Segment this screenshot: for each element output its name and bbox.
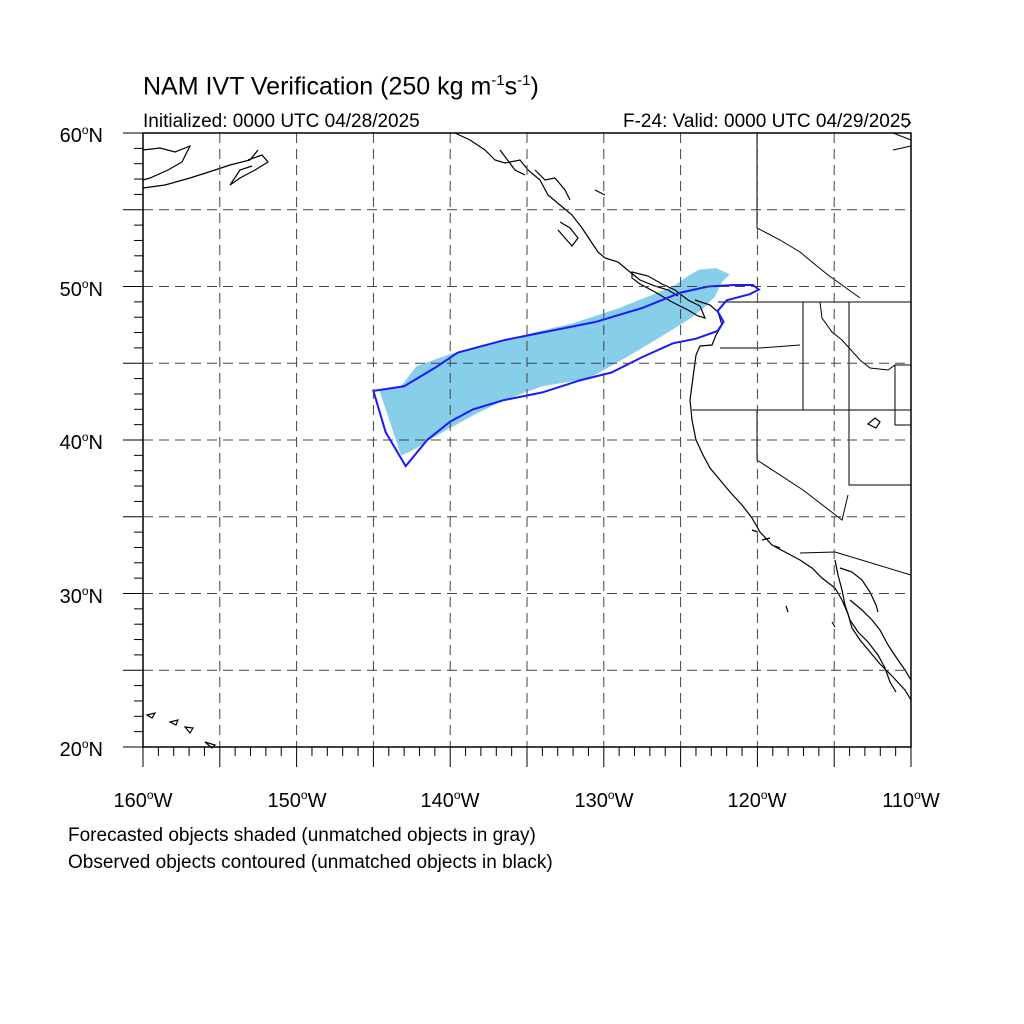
border-canada-inland (756, 121, 912, 299)
note-observed: Observed objects contoured (unmatched ob… (68, 852, 553, 873)
coastline-alaska (142, 144, 269, 189)
border-states (692, 301, 912, 576)
initialized-time: Initialized: 0000 UTC 04/28/2025 (143, 111, 420, 132)
lat-label-40: 40oN (60, 430, 103, 454)
note-forecast: Forecasted objects shaded (unmatched obj… (68, 825, 536, 846)
observed-object-contour (372, 284, 761, 468)
lat-label-30: 30oN (60, 584, 103, 608)
forecast-object-shaded (379, 268, 730, 456)
lon-label-160: 160oW (114, 788, 173, 812)
lat-label-20: 20oN (60, 737, 103, 761)
coastline-vancouver-island (631, 271, 707, 319)
lon-label-130: 130oW (575, 788, 634, 812)
plot-title: NAM IVT Verification (250 kg m-1s-1) (143, 72, 539, 101)
coastline-alaska-panhandle (454, 132, 679, 297)
lon-label-110: 110oW (882, 788, 940, 812)
coastline-islands-ca (751, 417, 881, 628)
lon-label-150: 150oW (268, 788, 327, 812)
lat-label-50: 50oN (60, 277, 103, 301)
lat-label-60: 60oN (60, 123, 103, 147)
valid-time: F-24: Valid: 0000 UTC 04/29/2025 (623, 111, 911, 132)
coastline-hawaii (145, 712, 217, 749)
lon-label-140: 140oW (421, 788, 480, 812)
coastline-baja (834, 559, 912, 693)
coastline-west-coast (689, 299, 912, 701)
lon-label-120: 120oW (728, 788, 787, 812)
